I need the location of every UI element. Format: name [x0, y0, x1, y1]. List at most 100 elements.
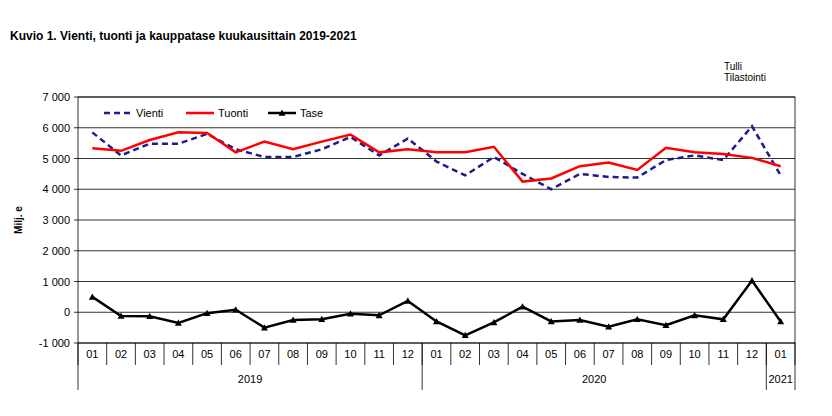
series-line [92, 132, 780, 181]
x-tick [250, 343, 251, 365]
marker [204, 310, 211, 316]
x-tick [508, 343, 509, 365]
grid-line [78, 158, 795, 159]
marker [146, 313, 153, 319]
marker [720, 316, 727, 322]
x-tick [393, 343, 394, 365]
marker [376, 312, 383, 318]
y-tick-label: 3 000 [42, 214, 70, 226]
x-tick-label: 12 [746, 348, 758, 360]
x-group-label: 2019 [238, 373, 262, 385]
grid-line [78, 189, 795, 190]
x-tick [594, 343, 595, 365]
y-tick-label: 0 [64, 306, 70, 318]
legend-label: Vienti [136, 107, 163, 119]
x-tick-label: 12 [402, 348, 414, 360]
legend-swatch [186, 112, 214, 115]
x-tick [479, 343, 480, 365]
marker [777, 318, 784, 324]
x-tick-label: 06 [574, 348, 586, 360]
plot-area [89, 126, 784, 338]
x-tick [164, 343, 165, 365]
annotation: Tulli [724, 61, 742, 72]
x-tick [651, 343, 652, 365]
x-tick [221, 343, 222, 365]
y-tick [74, 158, 78, 159]
y-tick-label: 6 000 [42, 122, 70, 134]
y-tick [74, 312, 78, 313]
y-tick [74, 127, 78, 128]
group-separator [766, 343, 767, 390]
marker [89, 293, 96, 299]
x-tick [450, 343, 451, 365]
x-tick-label: 10 [344, 348, 356, 360]
x-tick [135, 343, 136, 365]
x-tick-label: 10 [688, 348, 700, 360]
x-tick [565, 343, 566, 365]
marker [634, 316, 641, 322]
group-separator [78, 343, 79, 390]
marker [748, 277, 755, 283]
legend-label: Tuonti [218, 107, 248, 119]
legend-marker [279, 110, 286, 116]
x-tick-label: 08 [287, 348, 299, 360]
x-tick [708, 343, 709, 365]
marker [318, 316, 325, 322]
x-tick [192, 343, 193, 365]
y-tick [74, 281, 78, 282]
title: Kuvio 1. Vienti, tuonti ja kauppatase ku… [10, 29, 357, 43]
legend-swatch [104, 112, 132, 115]
grid-line [78, 312, 795, 313]
marker [433, 318, 440, 324]
x-group-label: 2020 [582, 373, 606, 385]
y-tick [74, 250, 78, 251]
annotation: Tilastointi [724, 72, 766, 83]
x-tick-label: 01 [86, 348, 98, 360]
group-separator [795, 343, 796, 390]
marker [175, 320, 182, 326]
x-tick [737, 343, 738, 365]
grid-line [78, 127, 795, 128]
x-tick [622, 343, 623, 365]
x-tick [278, 343, 279, 365]
y-tick [74, 189, 78, 190]
x-tick-label: 04 [172, 348, 184, 360]
x-tick-label: 11 [373, 348, 384, 360]
x-tick-label: 07 [602, 348, 614, 360]
series-line [92, 281, 780, 336]
y-tick-label: 2 000 [42, 245, 70, 257]
x-tick [336, 343, 337, 365]
marker [662, 322, 669, 328]
x-tick-label: 01 [430, 348, 442, 360]
chart: Kuvio 1. Vienti, tuonti ja kauppatase ku… [0, 0, 832, 416]
marker [576, 316, 583, 322]
x-tick-label: 08 [631, 348, 643, 360]
y-tick-label: 7 000 [42, 91, 70, 103]
x-tick-label: 06 [230, 348, 242, 360]
marker [691, 312, 698, 318]
marker [548, 318, 555, 324]
marker [605, 323, 612, 329]
marker [490, 319, 497, 325]
grid-line [78, 250, 795, 251]
marker [261, 324, 268, 330]
marker [519, 303, 526, 309]
x-tick-label: 11 [718, 348, 729, 360]
x-tick-label: 07 [258, 348, 270, 360]
x-tick [106, 343, 107, 365]
x-tick-label: 09 [316, 348, 328, 360]
marker [404, 297, 411, 303]
x-tick-label: 02 [115, 348, 127, 360]
y-tick-label: -1 000 [39, 337, 70, 349]
x-tick-label: 01 [775, 348, 787, 360]
group-separator [422, 343, 423, 390]
y-tick [74, 343, 78, 344]
x-tick-label: 04 [516, 348, 528, 360]
x-tick [364, 343, 365, 365]
x-tick [680, 343, 681, 365]
y-tick [74, 220, 78, 221]
y-tick [74, 97, 78, 98]
y-tick-label: 5 000 [42, 153, 70, 165]
marker [290, 316, 297, 322]
marker [347, 310, 354, 316]
